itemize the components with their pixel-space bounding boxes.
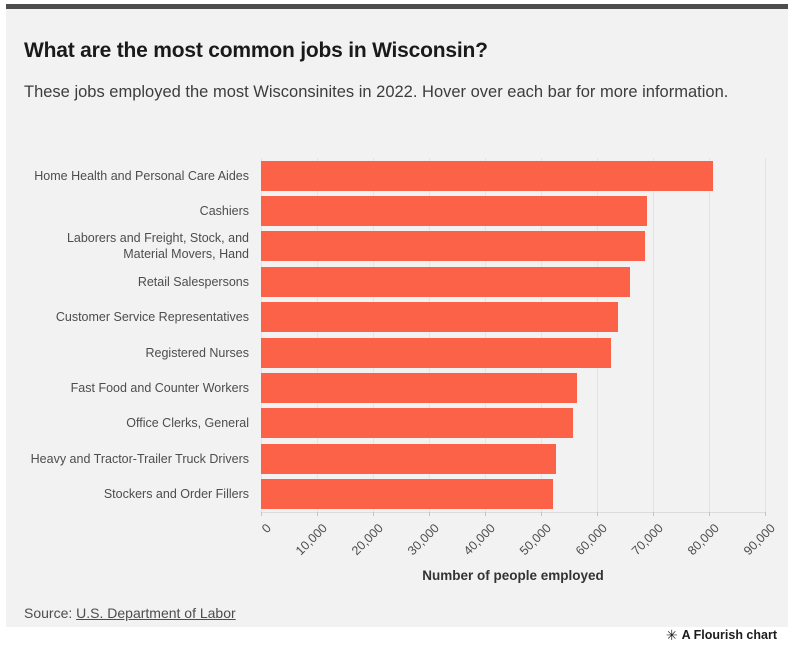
gridline [429, 158, 430, 512]
x-tick-label: 60,000 [572, 521, 610, 558]
category-label: Retail Salespersons [137, 274, 249, 289]
bar-4[interactable] [261, 266, 631, 297]
bar-7[interactable] [261, 373, 578, 404]
chart-subtitle: These jobs employed the most Wisconsinit… [24, 83, 729, 101]
bar-8[interactable] [261, 408, 573, 439]
bar-track [261, 373, 765, 404]
chart-row: Office Clerks, General [21, 406, 765, 441]
bar-track [261, 266, 765, 297]
category-label: Fast Food and Counter Workers [70, 380, 249, 395]
flourish-logo-icon: ✳ [665, 627, 678, 643]
x-tick-mark [485, 512, 486, 516]
x-tick-label: 20,000 [348, 521, 386, 558]
category-label: Home Health and Personal Care Aides [34, 168, 249, 183]
x-axis: Number of people employed 0 10,000 20,000 3… [259, 512, 778, 602]
x-tick-label: 90,000 [740, 521, 778, 558]
chart-row: Heavy and Tractor-Trailer Truck Drivers [21, 441, 765, 476]
bar-track [261, 231, 765, 262]
bar-track [261, 302, 765, 333]
x-tick-mark [597, 512, 598, 516]
chart-row: Stockers and Order Fillers [21, 477, 765, 512]
x-tick-label: 50,000 [516, 521, 554, 558]
gridline [485, 158, 486, 512]
bar-9[interactable] [261, 443, 556, 474]
source-link[interactable]: U.S. Department of Labor [76, 605, 236, 621]
gridline [541, 158, 542, 512]
x-tick-mark [261, 512, 262, 516]
x-tick-mark [709, 512, 710, 516]
x-tick-label: 10,000 [292, 521, 330, 558]
bar-track [261, 196, 765, 227]
category-label: Customer Service Representatives [55, 310, 249, 325]
bar-1[interactable] [261, 160, 714, 191]
bar-track [261, 408, 765, 439]
chart-row: Laborers and Freight, Stock, and Materia… [21, 229, 765, 264]
gridline [709, 158, 710, 512]
bar-5[interactable] [261, 302, 619, 333]
chart-row: Home Health and Personal Care Aides [21, 158, 765, 193]
source-prefix: Source: [24, 605, 77, 621]
category-label: Stockers and Order Fillers [103, 487, 249, 502]
gridline [317, 158, 318, 512]
x-tick-label: 80,000 [684, 521, 722, 558]
bar-10[interactable] [261, 479, 554, 510]
chart-row: Cashiers [21, 193, 765, 228]
x-tick-mark [317, 512, 318, 516]
bar-track [261, 479, 765, 510]
x-tick-mark [541, 512, 542, 516]
bar-track [261, 443, 765, 474]
source-note: Source: U.S. Department of Labor [24, 605, 236, 621]
bar-6[interactable] [261, 337, 611, 368]
chart-row: Customer Service Representatives [21, 300, 765, 335]
x-tick-label: 0 [259, 521, 274, 536]
gridline [597, 158, 598, 512]
x-tick-mark [373, 512, 374, 516]
x-tick-label: 70,000 [628, 521, 666, 558]
gridline [373, 158, 374, 512]
x-tick-mark [429, 512, 430, 516]
bar-track [261, 160, 765, 191]
chart-row: Registered Nurses [21, 335, 765, 370]
flourish-credit-label: A Flourish chart [681, 628, 777, 642]
x-tick-mark [653, 512, 654, 516]
gridline [765, 158, 766, 512]
bar-2[interactable] [261, 196, 648, 227]
gridline [653, 158, 654, 512]
bar-3[interactable] [261, 231, 646, 262]
x-tick-label: 30,000 [404, 521, 442, 558]
category-label: Cashiers [199, 203, 249, 218]
category-label: Registered Nurses [145, 345, 249, 360]
chart-title: What are the most common jobs in Wiscons… [24, 39, 488, 62]
chart-card: What are the most common jobs in Wiscons… [6, 4, 788, 627]
x-tick-mark [765, 512, 766, 516]
category-label: Laborers and Freight, Stock, and Materia… [66, 231, 249, 262]
bar-rows: Home Health and Personal Care Aides Cashi… [21, 158, 765, 512]
gridline [261, 158, 262, 512]
x-tick-label: 40,000 [460, 521, 498, 558]
chart-row: Retail Salespersons [21, 264, 765, 299]
category-label: Office Clerks, General [126, 416, 249, 431]
bar-track [261, 337, 765, 368]
chart-row: Fast Food and Counter Workers [21, 370, 765, 405]
flourish-credit[interactable]: ✳ A Flourish chart [666, 628, 777, 642]
x-axis-title: Number of people employed [422, 568, 604, 583]
plot-gridlines [261, 158, 766, 513]
category-label: Heavy and Tractor-Trailer Truck Drivers [30, 451, 249, 466]
